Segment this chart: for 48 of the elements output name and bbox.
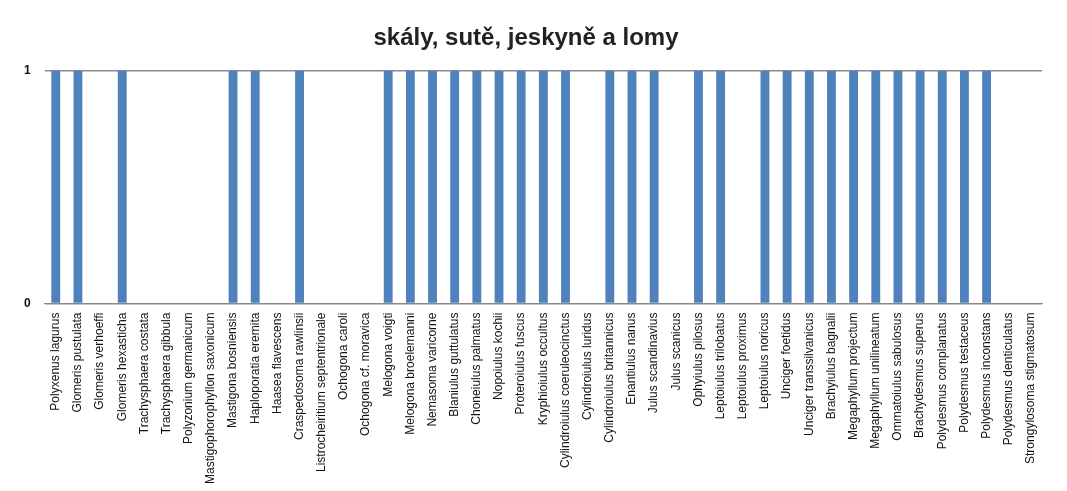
x-tick-label: Polyxenus lagurus bbox=[48, 312, 63, 411]
x-tick-label: Glomeris hexasticha bbox=[114, 312, 129, 422]
x-tick-label: Ochogona caroli bbox=[336, 312, 351, 400]
x-tick-label: Julus scandinavius bbox=[646, 312, 661, 414]
x-tick-label: Cylindroiulus britannicus bbox=[602, 312, 617, 443]
x-tick-label: Unciger foetidus bbox=[779, 312, 794, 400]
x-tick-label: Trachysphaera costata bbox=[136, 312, 151, 435]
x-tick-label: Glomeris verhoeffi bbox=[92, 312, 107, 410]
x-tick-label: Melogona voigti bbox=[380, 312, 395, 397]
x-tick-label: Melogona broelemanni bbox=[402, 312, 417, 435]
x-tick-label: Julus scanicus bbox=[668, 312, 683, 391]
x-tick-label: Megaphyllum projectum bbox=[845, 312, 860, 440]
x-tick-label: Brachyiulus bagnalii bbox=[823, 312, 838, 420]
x-tick-label: Ochogona cf. moravica bbox=[358, 312, 373, 436]
x-tick-label: Leptoiulus noricus bbox=[757, 312, 772, 410]
x-tick-label: Craspedosoma rawlinsii bbox=[291, 312, 306, 440]
x-tick-label: Nopoiulus kochii bbox=[491, 312, 506, 400]
x-tick-label: Polydesmus inconstans bbox=[978, 312, 993, 439]
x-tick-label: Polydesmus testaceus bbox=[956, 312, 971, 433]
x-tick-label: Haasea flavescens bbox=[269, 312, 284, 414]
x-tick-label: Unciger transsilvanicus bbox=[801, 312, 816, 436]
x-tick-label: Mastigona bosniensis bbox=[225, 312, 240, 428]
x-tick-label: Leptoiulus trilobatus bbox=[712, 312, 727, 420]
x-tick-label: Ophyiulus pilosus bbox=[690, 312, 705, 407]
x-tick-label: Polydesmus complanatus bbox=[934, 312, 949, 450]
x-tick-label: Strongylosoma stigmatosum bbox=[1023, 312, 1038, 464]
x-tick-label: Trachysphaera gibbula bbox=[158, 312, 173, 435]
x-tick-label: Megaphyllum unilineatum bbox=[868, 312, 883, 449]
x-tick-label: Proteroiulus fuscus bbox=[513, 312, 528, 415]
x-tick-label: Choneiulus palmatus bbox=[469, 312, 484, 425]
x-tick-label: Blaniulus guttulatus bbox=[447, 312, 461, 417]
y-tick-label: 1 bbox=[23, 63, 31, 78]
x-tick-label: Polydesmus denticulatus bbox=[1001, 312, 1016, 446]
x-tick-label: Nemasoma varicorne bbox=[424, 312, 439, 427]
x-tick-label: Mastigophorophyllon saxonicum bbox=[203, 312, 218, 485]
x-tick-label: Kryphioiulus occultus bbox=[535, 312, 550, 426]
x-tick-label: Cylindroiulus coeruleocinctus bbox=[557, 312, 572, 468]
x-tick-label: Glomeris pustulata bbox=[70, 312, 85, 413]
x-tick-label: Cylindroiulus luridus bbox=[579, 312, 594, 420]
x-tick-label: Ommatoiulus sabulosus bbox=[890, 312, 905, 441]
x-tick-label: Polyzonium germanicum bbox=[181, 312, 196, 444]
x-tick-label: Listrocheiritium septentrionale bbox=[314, 312, 329, 472]
chart-title: skály, sutě, jeskyně a lomy bbox=[373, 23, 680, 51]
y-tick-label: 0 bbox=[23, 295, 31, 310]
x-tick-label: Haploporatia eremita bbox=[247, 312, 262, 424]
x-tick-label: Leptoiulus proximus bbox=[735, 312, 750, 420]
x-tick-label: Brachydesmus superus bbox=[912, 312, 927, 438]
x-tick-label: Enantiulus nanus bbox=[624, 312, 639, 405]
